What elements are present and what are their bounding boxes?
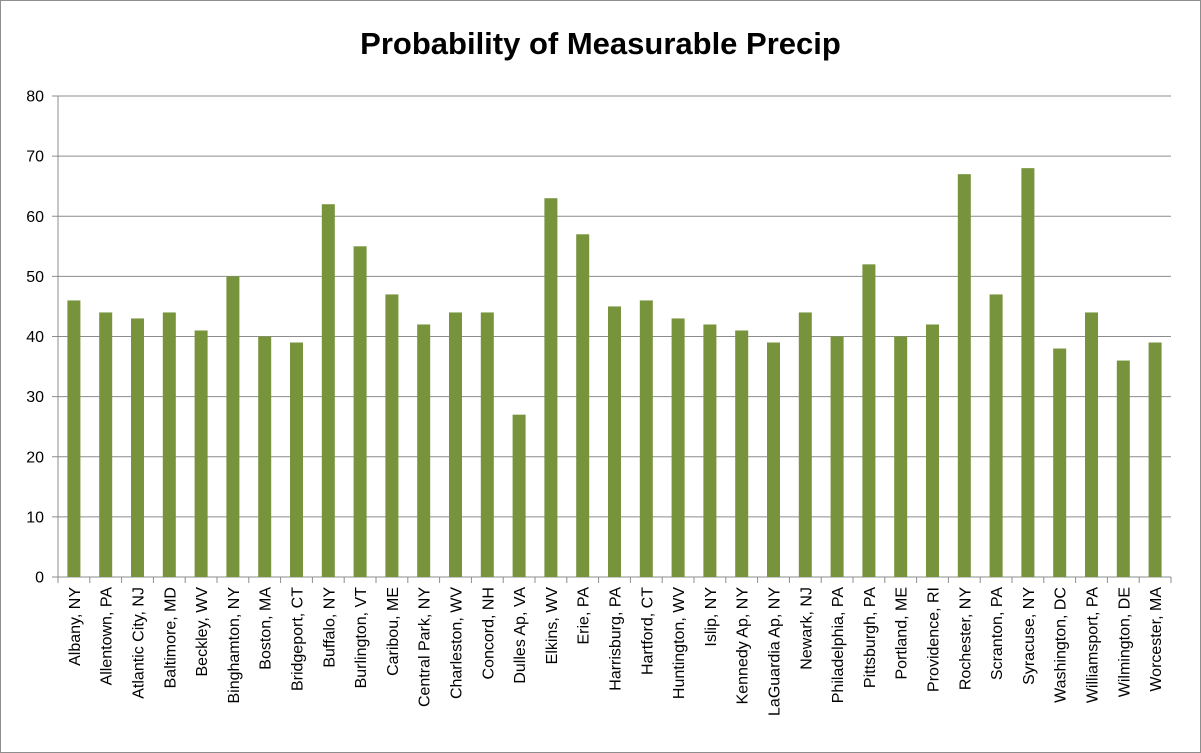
bar xyxy=(194,330,208,577)
category-label: Binghamton, NY xyxy=(226,587,243,704)
category-label: Allentown, PA xyxy=(99,587,116,686)
bar xyxy=(321,204,335,577)
bar xyxy=(798,312,812,577)
category-label: Rochester, NY xyxy=(957,587,974,690)
bar xyxy=(99,312,113,577)
bar xyxy=(162,312,176,577)
y-tick-label: 20 xyxy=(26,449,44,466)
y-tick-label: 70 xyxy=(26,149,44,166)
bar xyxy=(767,342,780,577)
category-label: Washington, DC xyxy=(1053,587,1070,703)
category-label: Buffalo, NY xyxy=(321,587,338,668)
bar xyxy=(512,414,526,577)
category-label: Hartford, CT xyxy=(639,587,656,675)
y-tick-label: 10 xyxy=(26,509,44,526)
category-label: Harrisburg, PA xyxy=(608,587,625,691)
bar xyxy=(417,324,431,577)
category-label: Philadelphia, PA xyxy=(830,587,847,704)
bar xyxy=(258,336,272,577)
category-label: Caribou, ME xyxy=(385,587,402,676)
category-label: Worcester, MA xyxy=(1148,587,1165,692)
category-label: Albany, NY xyxy=(67,587,84,666)
bar xyxy=(735,330,749,577)
bar xyxy=(1021,168,1035,577)
category-label: Providence, RI xyxy=(926,587,943,692)
category-label: Portland, ME xyxy=(894,587,911,679)
bar xyxy=(1148,342,1162,577)
bar xyxy=(894,336,908,577)
bar xyxy=(1085,312,1098,577)
category-label: Williamsport, PA xyxy=(1085,587,1102,703)
category-label: Dulles Ap, VA xyxy=(512,587,529,684)
bar xyxy=(385,294,399,577)
y-tick-label: 30 xyxy=(26,389,44,406)
category-label: Scranton, PA xyxy=(989,587,1006,680)
category-label: Bridgeport, CT xyxy=(290,587,307,691)
category-label: Wilmington, DE xyxy=(1116,587,1133,697)
y-tick-label: 80 xyxy=(26,89,44,106)
category-label: Erie, PA xyxy=(576,587,593,645)
category-label: Central Park, NY xyxy=(417,587,434,707)
bar xyxy=(639,300,653,577)
bar xyxy=(576,234,590,577)
category-label: Concord, NH xyxy=(480,587,497,679)
bar xyxy=(1116,360,1130,577)
category-label: Elkins, WV xyxy=(544,587,561,665)
bar xyxy=(862,264,876,577)
bar xyxy=(290,342,303,577)
bar xyxy=(480,312,494,577)
y-tick-label: 60 xyxy=(26,209,44,226)
category-label: Beckley, WV xyxy=(194,587,211,677)
bar xyxy=(830,336,844,577)
category-label: Syracuse, NY xyxy=(1021,587,1038,685)
bar xyxy=(957,174,971,577)
category-label: Islip, NY xyxy=(703,587,720,647)
category-label: Baltimore, MD xyxy=(162,587,179,688)
category-label: Boston, MA xyxy=(258,587,275,670)
category-label: Atlantic City, NJ xyxy=(131,587,148,699)
bar xyxy=(926,324,939,577)
category-label: Charleston, WV xyxy=(449,587,466,699)
category-label: Huntington, WV xyxy=(671,587,688,699)
bar xyxy=(1053,348,1067,577)
bar xyxy=(608,306,621,577)
bar xyxy=(989,294,1003,577)
category-label: Burlington, VT xyxy=(353,587,370,689)
y-tick-label: 50 xyxy=(26,269,44,286)
bar xyxy=(544,198,558,577)
bar xyxy=(353,246,367,577)
category-label: Pittsburgh, PA xyxy=(862,587,879,688)
bar xyxy=(671,318,685,577)
category-label: Newark, NJ xyxy=(798,587,815,670)
category-label: LaGuardia Ap, NY xyxy=(767,587,784,716)
category-label: Kennedy Ap, NY xyxy=(735,587,752,705)
bar xyxy=(449,312,462,577)
bar xyxy=(703,324,717,577)
bar xyxy=(226,276,240,577)
y-tick-label: 0 xyxy=(35,570,44,587)
chart-title: Probability of Measurable Precip xyxy=(360,26,841,61)
bar xyxy=(67,300,81,577)
bar xyxy=(131,318,144,577)
y-tick-label: 40 xyxy=(26,329,44,346)
